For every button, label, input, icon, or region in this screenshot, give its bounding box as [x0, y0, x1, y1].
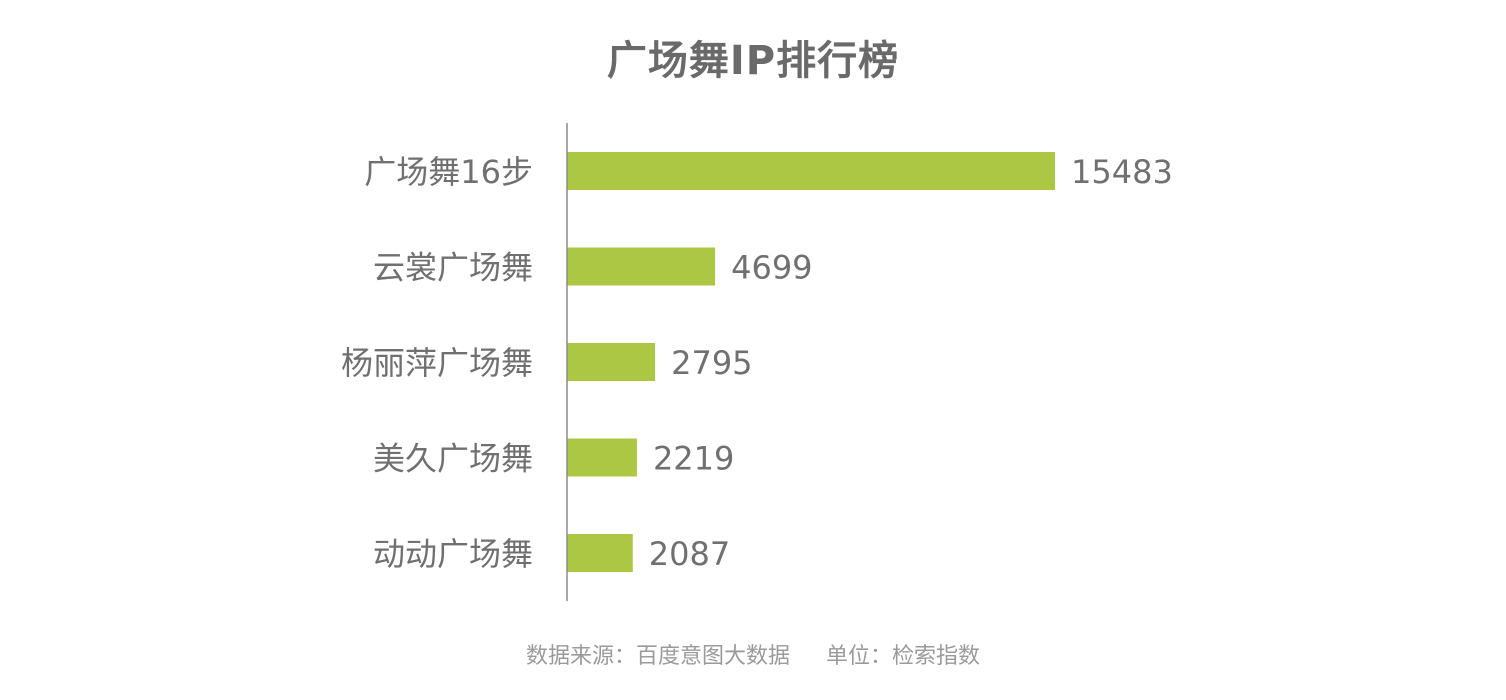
category-label: 美久广场舞 — [373, 440, 533, 478]
value-label: 15483 — [1071, 153, 1173, 191]
value-label: 2219 — [653, 440, 734, 478]
category-label: 云裳广场舞 — [373, 249, 533, 287]
category-label: 广场舞16步 — [364, 153, 533, 191]
bar — [567, 152, 1055, 190]
unit-note: 单位：检索指数 — [826, 644, 981, 669]
bar — [567, 534, 633, 572]
chart-title: 广场舞IP排行榜 — [606, 38, 900, 84]
category-label: 动动广场舞 — [373, 535, 533, 573]
bars-layer: 广场舞16步 15483 云裳广场舞 4699 杨丽萍广场舞 2795 美久广场舞 2219 动… — [341, 152, 1173, 573]
bar — [567, 247, 716, 286]
value-label: 2087 — [649, 535, 730, 573]
bar — [567, 343, 656, 381]
chart-footer: 数据来源：百度意图大数据 单位：检索指数 — [0, 638, 1506, 670]
value-label: 2795 — [671, 344, 752, 382]
source-note: 数据来源：百度意图大数据 — [525, 644, 790, 669]
category-label: 杨丽萍广场舞 — [341, 344, 533, 382]
value-label: 4699 — [731, 249, 812, 287]
bar — [567, 438, 637, 477]
